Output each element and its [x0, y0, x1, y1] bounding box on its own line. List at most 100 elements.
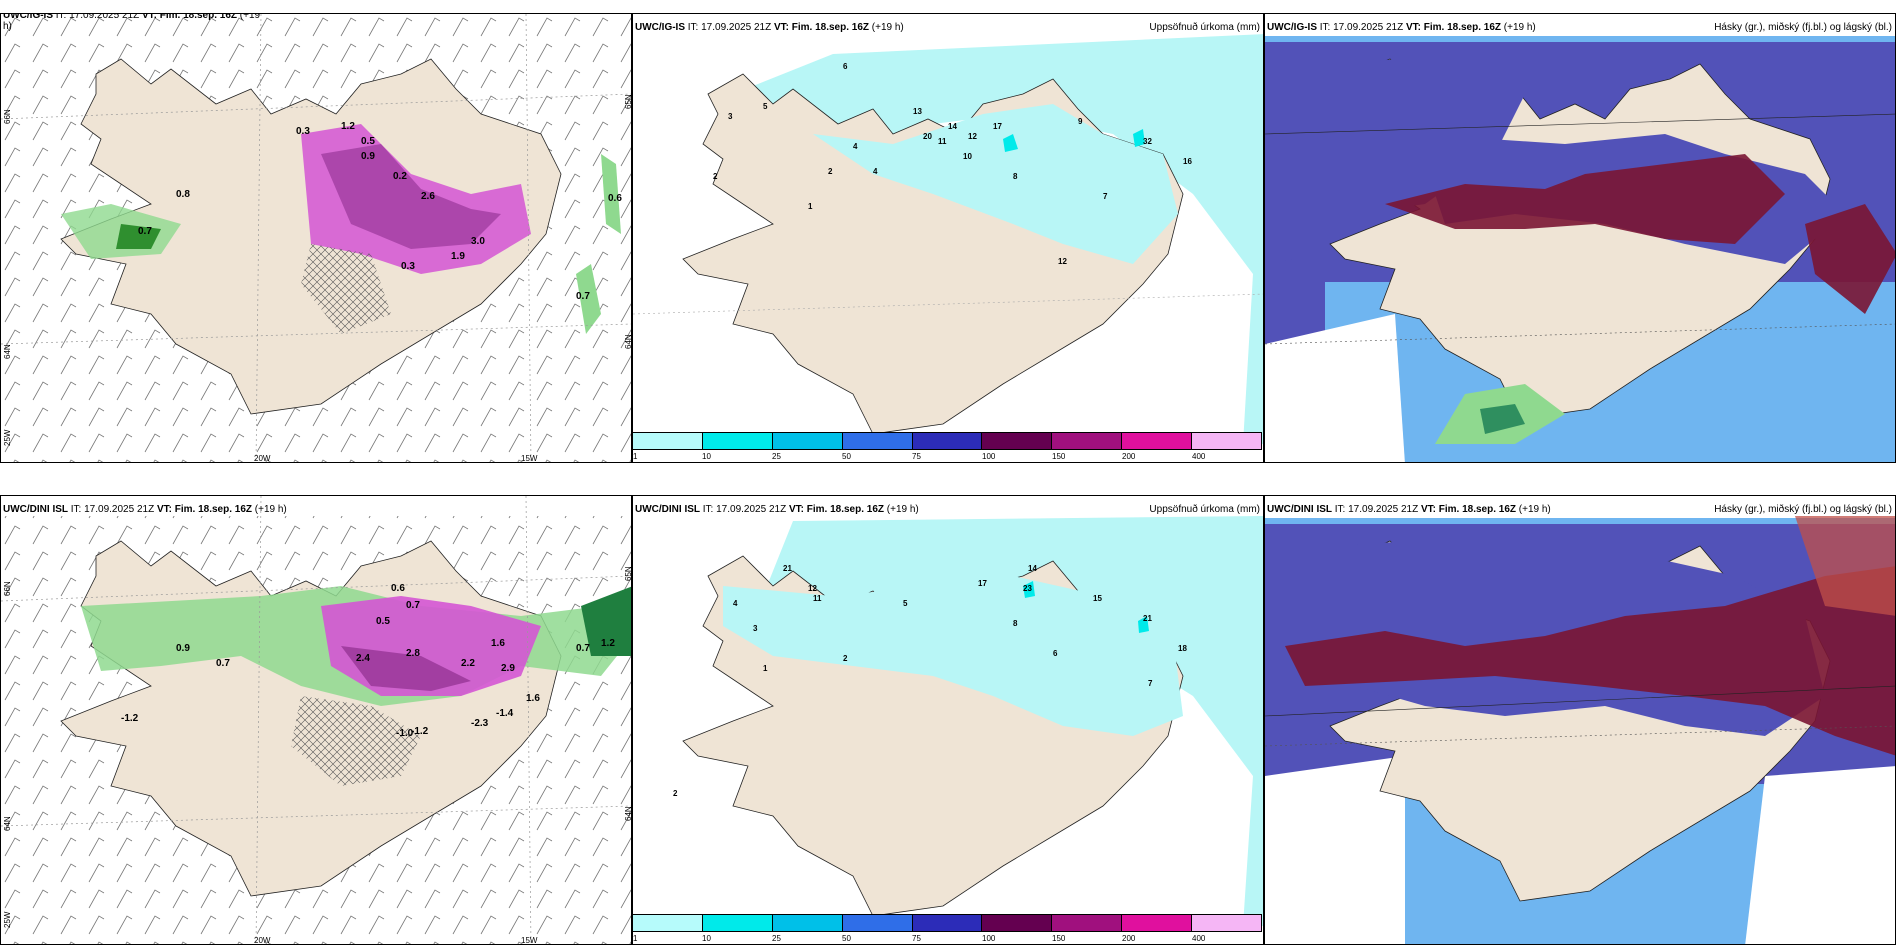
value-label: 1.6	[526, 693, 540, 704]
panel-header: UWC/DINI ISL IT: 17.09.2025 21Z VT: Fim.…	[3, 504, 287, 515]
model-name: UWC/IG-IS	[3, 13, 53, 21]
value-label: 2.4	[356, 653, 370, 664]
value-label: 0.2	[393, 171, 407, 182]
value-label: 0.7	[216, 658, 230, 669]
value-label: 4	[733, 599, 738, 608]
model-name: UWC/DINI ISL	[3, 504, 68, 515]
value-label: 1	[808, 202, 813, 211]
value-label: 2.6	[421, 191, 435, 202]
grid-label-lat: 64N	[624, 334, 632, 349]
value-label: 4	[873, 167, 878, 176]
field-title: Hásky (gr.), miðský (fj.bl.) og lágský (…	[1714, 22, 1892, 33]
map-panel-wind-igis: UWC/IG-IS IT: 17.09.2025 21Z VT: Fim. 18…	[0, 13, 632, 463]
value-label: 1.2	[341, 121, 355, 132]
init-time: IT: 17.09.2025 21Z	[1334, 504, 1419, 515]
value-label: 3.0	[471, 236, 485, 247]
value-label: 13	[913, 107, 922, 116]
field-title: Hásky (gr.), miðský (fj.bl.) og lágský (…	[1714, 504, 1892, 515]
cloud-map-svg	[1265, 516, 1895, 944]
value-label: 0.7	[138, 226, 152, 237]
colorbar-tick: 1	[633, 934, 638, 943]
value-label: 1	[763, 664, 768, 673]
map-panel-precip-dini: UWC/DINI ISL IT: 17.09.2025 21Z VT: Fim.…	[632, 495, 1264, 945]
value-label: 1.9	[451, 251, 465, 262]
value-label: -1.0	[396, 728, 414, 739]
precip-colorbar	[632, 432, 1262, 450]
valid-time: VT: Fim. 18.sep. 16Z	[788, 504, 885, 515]
value-label: 14	[1028, 564, 1037, 573]
value-label: 15	[1093, 594, 1102, 603]
value-label: -1.2	[121, 713, 139, 724]
colorbar-tick: 400	[1192, 452, 1206, 461]
lead-time: (+19 h)	[1518, 504, 1551, 515]
value-label: 12	[808, 584, 817, 593]
grid-label-lat: 64N	[3, 816, 12, 831]
value-label: 21	[1143, 614, 1152, 623]
map-panel-precip-igis: UWC/IG-IS IT: 17.09.2025 21Z VT: Fim. 18…	[632, 13, 1264, 463]
value-label: 2	[828, 167, 833, 176]
value-label: 0.3	[296, 126, 310, 137]
model-name: UWC/IG-IS	[1267, 22, 1317, 33]
colorbar-tick: 200	[1122, 934, 1136, 943]
lead-time: (+19	[239, 13, 261, 21]
value-label: -2.3	[471, 718, 489, 729]
value-label: 2	[673, 789, 678, 798]
panel-header: UWC/IG-IS IT: 17.09.2025 21Z VT: Fim. 18…	[1267, 22, 1536, 33]
value-label: 11	[813, 594, 822, 603]
wind-value-labels: 0.6 0.7 0.8 0.7 1.2 0.5 0.2 0.9 2.6 3.0 …	[138, 121, 622, 302]
colorbar-tick: 200	[1122, 452, 1136, 461]
value-label: -1.2	[411, 726, 429, 737]
grid-label-lon: 25W	[3, 911, 12, 928]
value-label: 14	[948, 122, 957, 131]
value-label: 7	[1103, 192, 1108, 201]
value-label: 12	[1058, 257, 1067, 266]
value-label: 0.7	[576, 291, 590, 302]
value-label: 8	[1013, 172, 1018, 181]
value-label: 3	[728, 112, 733, 121]
value-label: -1.4	[496, 708, 514, 719]
colorbar-tick: 150	[1052, 452, 1066, 461]
grid-label-lat: 66N	[3, 581, 12, 596]
value-label: 0.7	[406, 600, 420, 611]
value-label: 0.6	[608, 193, 622, 204]
value-label: 2.8	[406, 648, 420, 659]
valid-time: VT: Fim. 18.sep. 16Z	[773, 22, 870, 33]
map-panel-clouds-dini: UWC/DINI ISL IT: 17.09.2025 21Z VT: Fim.…	[1264, 495, 1896, 945]
value-label: 0.5	[376, 616, 390, 627]
grid-label-lat: 64N	[3, 344, 12, 359]
lead-time: (+19 h)	[254, 504, 287, 515]
valid-time: VT: Fim. 18.sep. 16Z	[1405, 22, 1502, 33]
value-label: 4	[853, 142, 858, 151]
value-label: 11	[938, 137, 947, 146]
colorbar-tick: 75	[912, 452, 921, 461]
colorbar-tick: 150	[1052, 934, 1066, 943]
grid-label-lon: 20W	[254, 936, 271, 945]
colorbar-tick: 25	[772, 452, 781, 461]
model-name: UWC/DINI ISL	[635, 504, 700, 515]
colorbar-tick: 10	[702, 452, 711, 461]
wind-value-labels: 0.6 0.7 0.5 0.9 0.7 2.4 2.8 2.2 1.6 2.9 …	[121, 583, 615, 739]
colorbar-tick: 25	[772, 934, 781, 943]
model-name: UWC/IG-IS	[635, 22, 685, 33]
init-time: IT: 17.09.2025 21Z	[687, 22, 772, 33]
colorbar-tick: 50	[842, 452, 851, 461]
grid-label-lat: 65N	[624, 94, 632, 109]
value-label: 8	[1013, 619, 1018, 628]
value-label: 18	[1178, 644, 1187, 653]
field-title: Uppsöfnuð úrkoma (mm)	[1149, 504, 1260, 515]
colorbar-tick: 75	[912, 934, 921, 943]
value-label: 6	[843, 62, 848, 71]
precip-value-labels: 21 12 11 17 23 14 15 21 18 5 4 2 3 6 8 1…	[673, 564, 1187, 798]
grid-label-lon: 25W	[3, 429, 12, 446]
field-title: Uppsöfnuð úrkoma (mm)	[1149, 22, 1260, 33]
value-label: 2.2	[461, 658, 475, 669]
value-label: 7	[1148, 679, 1153, 688]
value-label: 32	[1143, 137, 1152, 146]
precip-map-svg: 21 12 11 17 23 14 15 21 18 5 4 2 3 6 8 1…	[673, 516, 1263, 926]
grid-label-lon: 15W	[521, 454, 538, 463]
wind-map-svg: 0.6 0.7 0.8 0.7 1.2 0.5 0.2 0.9 2.6 3.0 …	[1, 14, 631, 462]
value-label: 5	[763, 102, 768, 111]
init-time: IT: 17.09.2025 21Z	[70, 504, 155, 515]
grid-label-lon: 20W	[254, 454, 271, 463]
grid-label-lon: 15W	[521, 936, 538, 945]
